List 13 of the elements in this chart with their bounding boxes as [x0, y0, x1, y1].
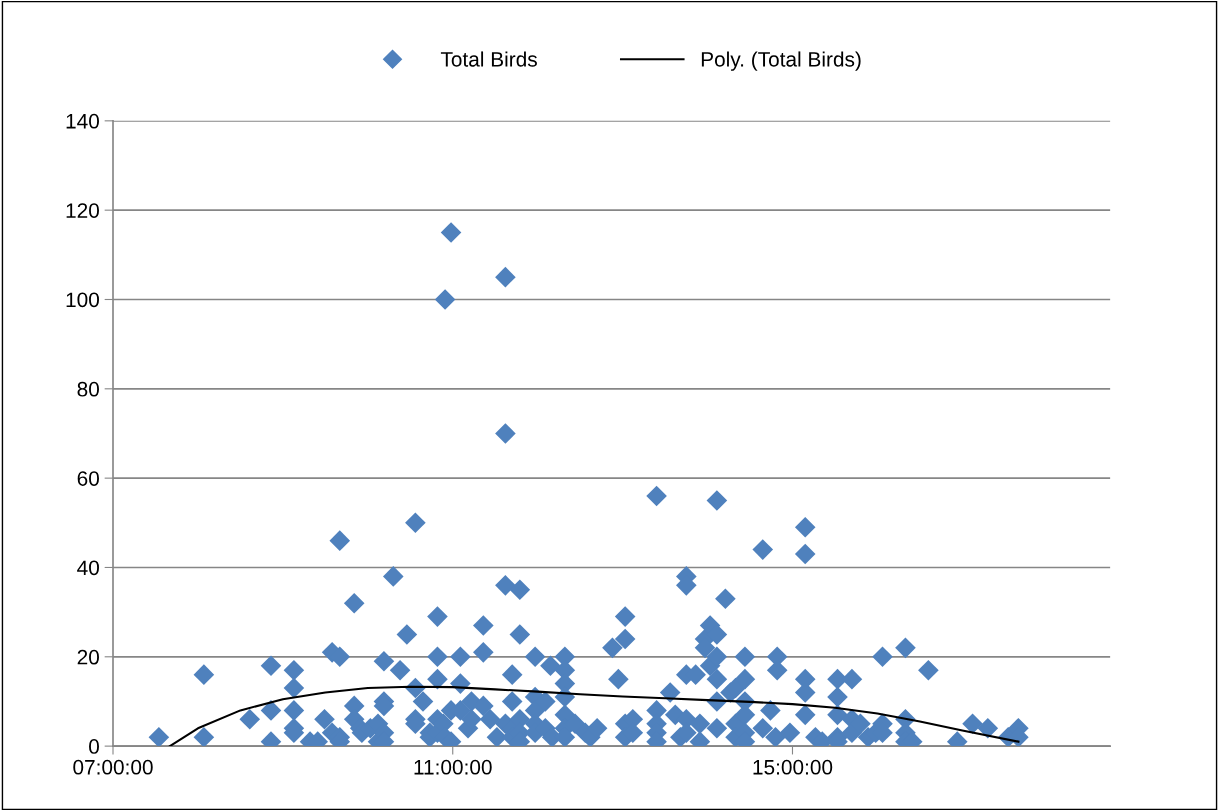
y-tick-label: 60 [77, 471, 99, 486]
x-tick-label: 11:00:00 [414, 759, 492, 775]
legend-label: Total Birds [440, 51, 537, 67]
y-tick-label: 120 [66, 203, 99, 218]
y-tick-label: 40 [77, 560, 99, 576]
x-tick-label: 07:00:00 [73, 759, 153, 775]
legend-label: Poly. (Total Birds) [701, 51, 861, 71]
y-tick-label: 20 [77, 649, 99, 665]
x-tick-label: 15:00:00 [753, 759, 833, 775]
y-tick-label: 100 [66, 292, 99, 308]
y-tick-label: 80 [77, 381, 99, 397]
y-tick-label: 0 [89, 739, 99, 754]
y-tick-label: 140 [66, 113, 99, 129]
